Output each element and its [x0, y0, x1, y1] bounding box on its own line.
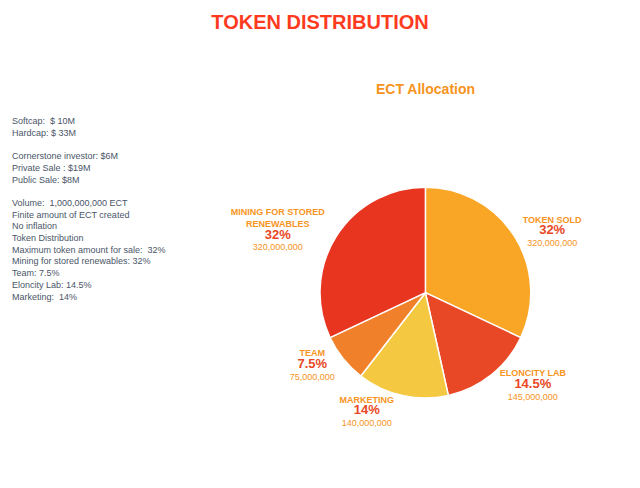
svg-text:TOKEN DISTRIBUTION: TOKEN DISTRIBUTION — [211, 11, 428, 33]
svg-text:Softcap: $ 10MHardcap: $ 33MC: Softcap: $ 10MHardcap: $ 33MCornerstone … — [12, 116, 166, 302]
svg-text:MINING FOR STOREDRENEWABLES32%: MINING FOR STOREDRENEWABLES32%320,000,00… — [231, 207, 325, 252]
svg-text:ELONCITY LAB14.5%145,000,000: ELONCITY LAB14.5%145,000,000 — [500, 368, 567, 401]
svg-text:TOKEN SOLD32%320,000,000: TOKEN SOLD32%320,000,000 — [523, 215, 582, 248]
svg-text:TEAM7.5%75,000,000: TEAM7.5%75,000,000 — [290, 348, 335, 381]
svg-text:MARKETING14%140,000,000: MARKETING14%140,000,000 — [340, 395, 395, 428]
svg-text:ECT Allocation: ECT Allocation — [376, 81, 475, 97]
